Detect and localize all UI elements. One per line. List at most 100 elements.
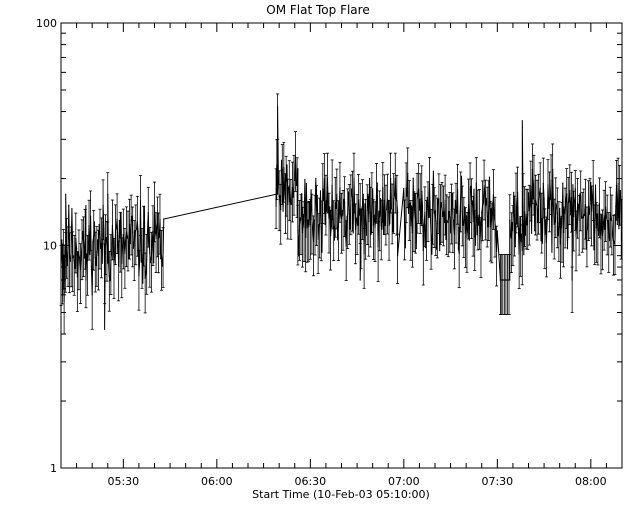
data-point: [530, 185, 532, 188]
data-point: [365, 224, 367, 226]
data-point: [335, 207, 337, 209]
data-point: [612, 240, 615, 242]
data-point: [460, 196, 462, 198]
data-point: [535, 204, 537, 206]
data-point: [368, 221, 370, 223]
data-point: [386, 198, 389, 201]
data-point: [351, 196, 353, 198]
data-point: [413, 216, 415, 218]
data-point: [453, 233, 456, 235]
data-point: [372, 224, 374, 226]
data-point: [60, 270, 62, 272]
data-point: [358, 214, 360, 216]
data-point: [394, 177, 396, 180]
data-point: [162, 252, 164, 254]
data-point: [573, 200, 576, 202]
data-point: [351, 188, 353, 190]
data-point: [83, 241, 85, 243]
data-point: [347, 213, 349, 215]
data-point: [145, 273, 147, 275]
data-point: [112, 241, 114, 243]
data-point: [163, 218, 165, 220]
data-point: [608, 240, 611, 242]
data-point: [127, 235, 129, 238]
data-point: [277, 193, 279, 195]
data-point: [483, 184, 485, 187]
data-point: [405, 187, 407, 189]
data-point: [119, 237, 121, 239]
data-point: [342, 215, 344, 217]
data-point: [414, 192, 416, 194]
data-point: [136, 221, 138, 223]
data-point: [131, 215, 133, 217]
data-point: [558, 226, 560, 228]
data-point: [125, 231, 128, 233]
data-point: [279, 195, 281, 197]
data-point: [383, 199, 385, 201]
data-point: [608, 237, 610, 239]
data-point: [93, 235, 95, 237]
data-point: [574, 195, 576, 197]
data-point: [510, 237, 512, 239]
data-point: [71, 208, 73, 210]
data-point: [597, 229, 599, 232]
data-point: [79, 257, 81, 259]
x-tick-label: 06:30: [294, 475, 326, 488]
data-point: [557, 235, 559, 237]
data-point: [369, 177, 371, 180]
data-point: [374, 226, 376, 228]
data-point: [150, 262, 152, 264]
data-point: [359, 279, 361, 281]
data-point: [160, 258, 162, 260]
data-point: [359, 208, 361, 210]
data-point: [361, 204, 364, 206]
y-tick-label: 100: [36, 17, 57, 30]
data-point: [605, 206, 607, 208]
data-point: [565, 198, 567, 201]
data-point: [596, 213, 598, 215]
data-point: [450, 208, 452, 211]
data-point: [275, 205, 277, 207]
data-point: [138, 275, 140, 277]
data-point: [283, 167, 285, 169]
data-point: [541, 218, 543, 220]
data-point: [80, 254, 82, 256]
data-point: [61, 239, 63, 241]
data-point: [89, 253, 91, 255]
data-point: [480, 242, 482, 244]
data-point: [385, 209, 387, 212]
data-point: [369, 212, 371, 214]
data-point: [303, 226, 305, 228]
data-point: [450, 232, 452, 234]
data-point: [82, 230, 84, 233]
data-point: [132, 231, 134, 233]
data-point: [414, 218, 417, 220]
data-point: [97, 239, 99, 241]
data-point: [444, 199, 446, 202]
x-tick-label: 07:00: [388, 475, 420, 488]
data-point: [485, 204, 487, 207]
data-point: [397, 211, 399, 213]
data-point: [528, 210, 530, 212]
data-point: [75, 237, 77, 239]
data-point: [284, 189, 286, 191]
data-point: [526, 224, 528, 226]
data-point: [107, 262, 109, 264]
data-point: [421, 190, 423, 192]
data-point: [371, 197, 373, 199]
data-point: [334, 202, 336, 204]
data-point: [463, 222, 465, 224]
data-point: [619, 190, 622, 192]
data-point: [108, 276, 110, 278]
data-point: [595, 227, 597, 229]
data-point: [442, 215, 444, 218]
data-point: [577, 204, 580, 206]
data-point: [432, 209, 434, 211]
data-point: [518, 253, 520, 255]
data-point: [612, 234, 614, 236]
data-point: [520, 241, 522, 243]
data-point: [96, 251, 98, 253]
data-point: [439, 250, 441, 252]
x-tick-label: 06:00: [201, 475, 233, 488]
data-point: [150, 257, 152, 259]
